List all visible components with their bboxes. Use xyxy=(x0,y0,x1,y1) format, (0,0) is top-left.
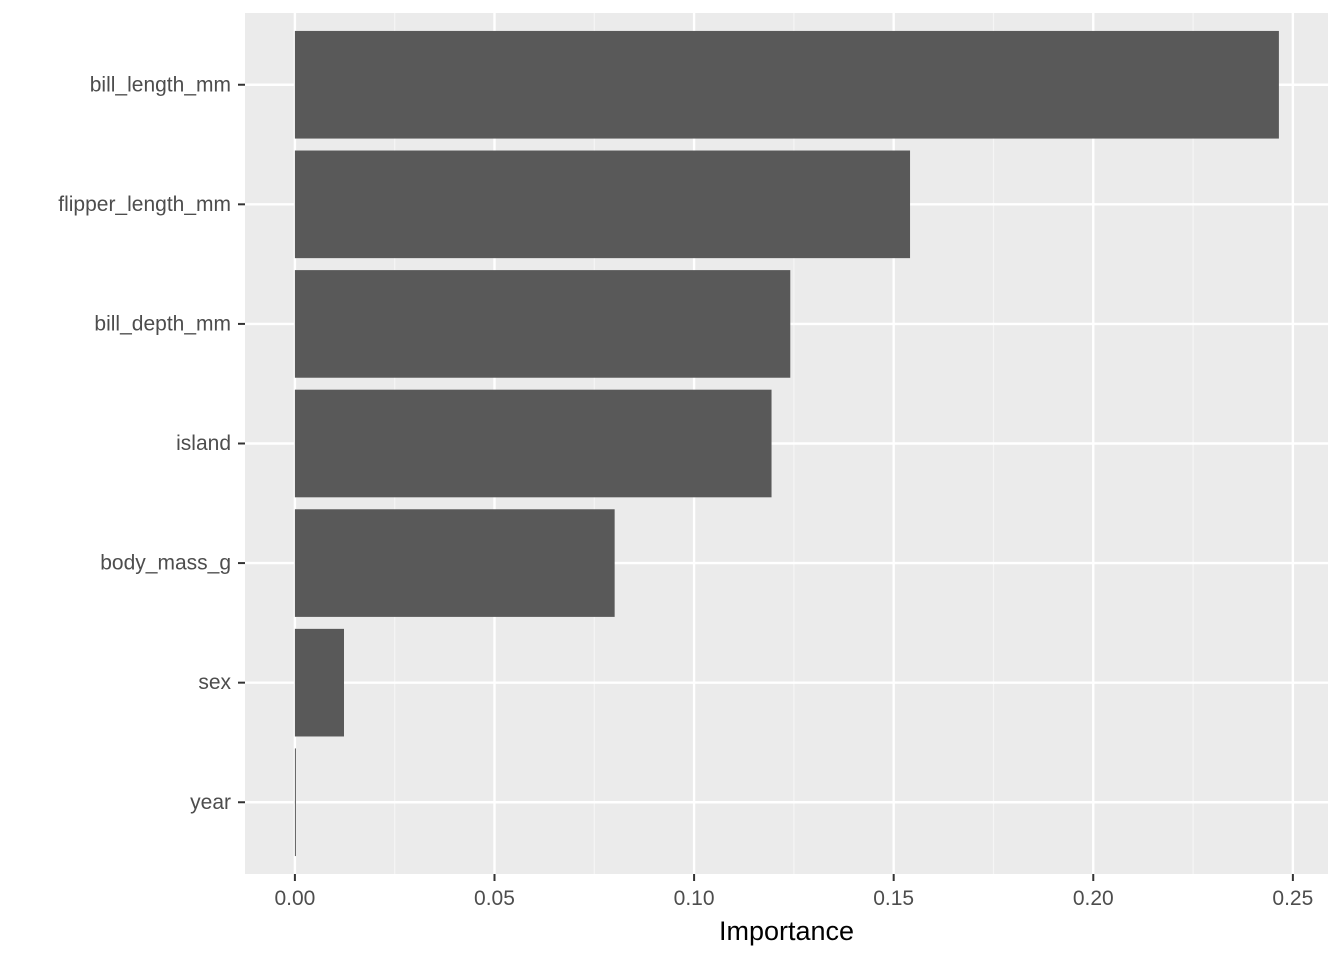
y-tick-label: bill_depth_mm xyxy=(94,312,231,335)
bar-flipper-length-mm xyxy=(294,150,911,259)
x-tick-label: 0.00 xyxy=(274,887,315,910)
x-axis-title: Importance xyxy=(719,916,854,946)
y-tick-label: body_mass_g xyxy=(100,552,231,575)
x-tick-label: 0.15 xyxy=(873,887,914,910)
y-tick-label: sex xyxy=(198,671,231,694)
y-tick-label: year xyxy=(190,791,231,814)
y-axis: bill_length_mm flipper_length_mm bill_dept… xyxy=(58,73,245,814)
x-axis: 0.00 0.05 0.10 0.15 0.20 0.25 xyxy=(274,874,1313,910)
bar-bill-length-mm xyxy=(294,30,1279,139)
bar-sex xyxy=(294,628,344,737)
bar-bill-depth-mm xyxy=(294,270,791,378)
y-tick-label: bill_length_mm xyxy=(90,73,231,96)
x-tick-label: 0.10 xyxy=(674,887,715,910)
bar-year xyxy=(294,748,296,857)
bars-group xyxy=(294,30,1279,857)
y-tick-label: flipper_length_mm xyxy=(58,193,231,216)
bar-body-mass-g xyxy=(294,509,615,617)
bar-island xyxy=(294,389,772,498)
x-tick-label: 0.20 xyxy=(1073,887,1114,910)
x-tick-label: 0.25 xyxy=(1272,887,1313,910)
y-tick-label: island xyxy=(176,432,231,455)
x-tick-label: 0.05 xyxy=(474,887,515,910)
